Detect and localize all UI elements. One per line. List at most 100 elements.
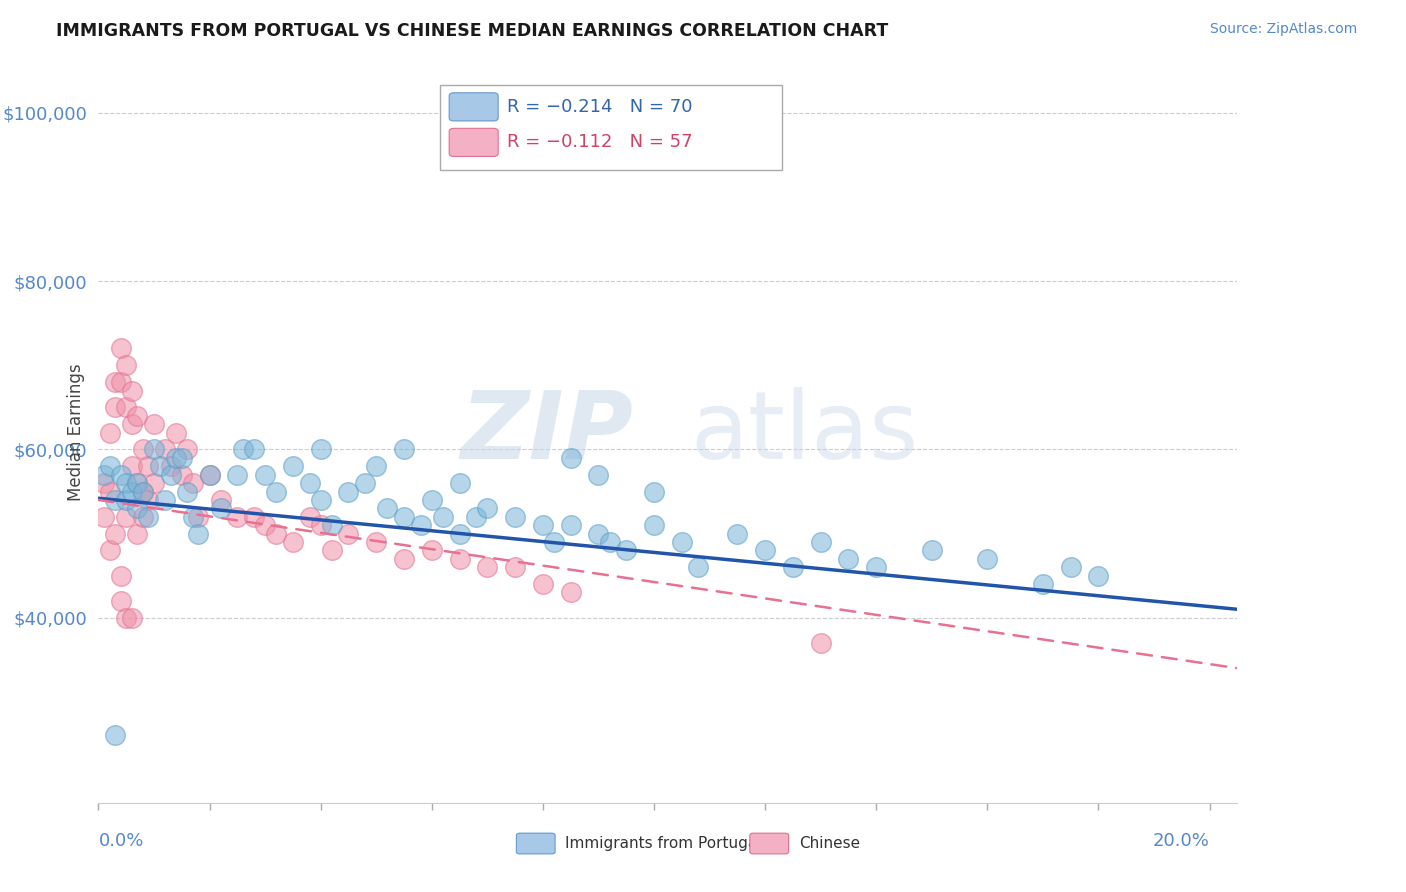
Point [226, 509, 249, 524]
Point [588, 526, 610, 541]
Point [127, 501, 149, 516]
Point [148, 459, 170, 474]
Point [127, 476, 149, 491]
Point [181, 509, 204, 524]
Point [449, 551, 471, 566]
Point [209, 501, 232, 516]
Point [159, 467, 181, 482]
FancyBboxPatch shape [440, 85, 782, 169]
Point [449, 476, 471, 491]
Point [298, 509, 321, 524]
Point [170, 450, 193, 465]
Point [1032, 577, 1054, 591]
Point [264, 526, 287, 541]
Point [243, 442, 266, 457]
Point [187, 526, 209, 541]
Point [531, 577, 554, 591]
Point [98, 484, 121, 499]
Point [170, 467, 193, 482]
FancyBboxPatch shape [449, 93, 498, 121]
Point [392, 509, 415, 524]
Point [232, 442, 254, 457]
Point [110, 375, 132, 389]
Text: 0.0%: 0.0% [98, 832, 143, 850]
FancyBboxPatch shape [516, 833, 555, 854]
Point [375, 501, 398, 516]
Point [643, 484, 665, 499]
Point [153, 442, 176, 457]
Point [93, 467, 115, 482]
Point [132, 442, 155, 457]
Point [254, 467, 277, 482]
Point [115, 509, 138, 524]
Point [138, 509, 160, 524]
Point [503, 560, 526, 574]
Text: R = −0.112   N = 57: R = −0.112 N = 57 [508, 134, 693, 152]
Point [560, 518, 582, 533]
Point [93, 509, 115, 524]
Point [531, 518, 554, 533]
Point [127, 409, 149, 423]
Point [337, 484, 360, 499]
Point [121, 611, 143, 625]
Point [420, 543, 443, 558]
Point [354, 476, 377, 491]
Point [198, 467, 221, 482]
Point [1087, 568, 1109, 582]
Text: Chinese: Chinese [799, 836, 860, 851]
Point [1059, 560, 1081, 574]
Point [104, 492, 127, 507]
Point [226, 467, 249, 482]
Point [110, 594, 132, 608]
Point [209, 492, 232, 507]
Point [143, 417, 166, 432]
Point [264, 484, 287, 499]
FancyBboxPatch shape [749, 833, 789, 854]
Text: Source: ZipAtlas.com: Source: ZipAtlas.com [1209, 22, 1357, 37]
Point [392, 442, 415, 457]
Point [366, 535, 388, 549]
Point [298, 476, 321, 491]
Point [865, 560, 887, 574]
Point [837, 551, 859, 566]
Point [810, 636, 832, 650]
Point [98, 425, 121, 440]
Point [127, 476, 149, 491]
Point [560, 450, 582, 465]
Text: Immigrants from Portugal: Immigrants from Portugal [565, 836, 762, 851]
Point [643, 518, 665, 533]
Point [671, 535, 693, 549]
Point [392, 551, 415, 566]
Point [159, 459, 181, 474]
Point [132, 484, 155, 499]
Point [810, 535, 832, 549]
Point [309, 492, 332, 507]
Point [115, 611, 138, 625]
Point [121, 417, 143, 432]
Point [187, 509, 209, 524]
Point [465, 509, 488, 524]
FancyBboxPatch shape [449, 128, 498, 156]
Point [138, 492, 160, 507]
Point [976, 551, 998, 566]
Point [104, 375, 127, 389]
Point [98, 543, 121, 558]
Point [110, 568, 132, 582]
Point [614, 543, 637, 558]
Point [181, 476, 204, 491]
Point [153, 492, 176, 507]
Point [143, 442, 166, 457]
Point [104, 401, 127, 415]
Point [115, 492, 138, 507]
Point [588, 467, 610, 482]
Point [543, 535, 565, 549]
Point [198, 467, 221, 482]
Point [688, 560, 710, 574]
Point [98, 459, 121, 474]
Point [132, 509, 155, 524]
Point [104, 729, 127, 743]
Point [503, 509, 526, 524]
Point [138, 459, 160, 474]
Point [599, 535, 621, 549]
Text: atlas: atlas [690, 386, 920, 479]
